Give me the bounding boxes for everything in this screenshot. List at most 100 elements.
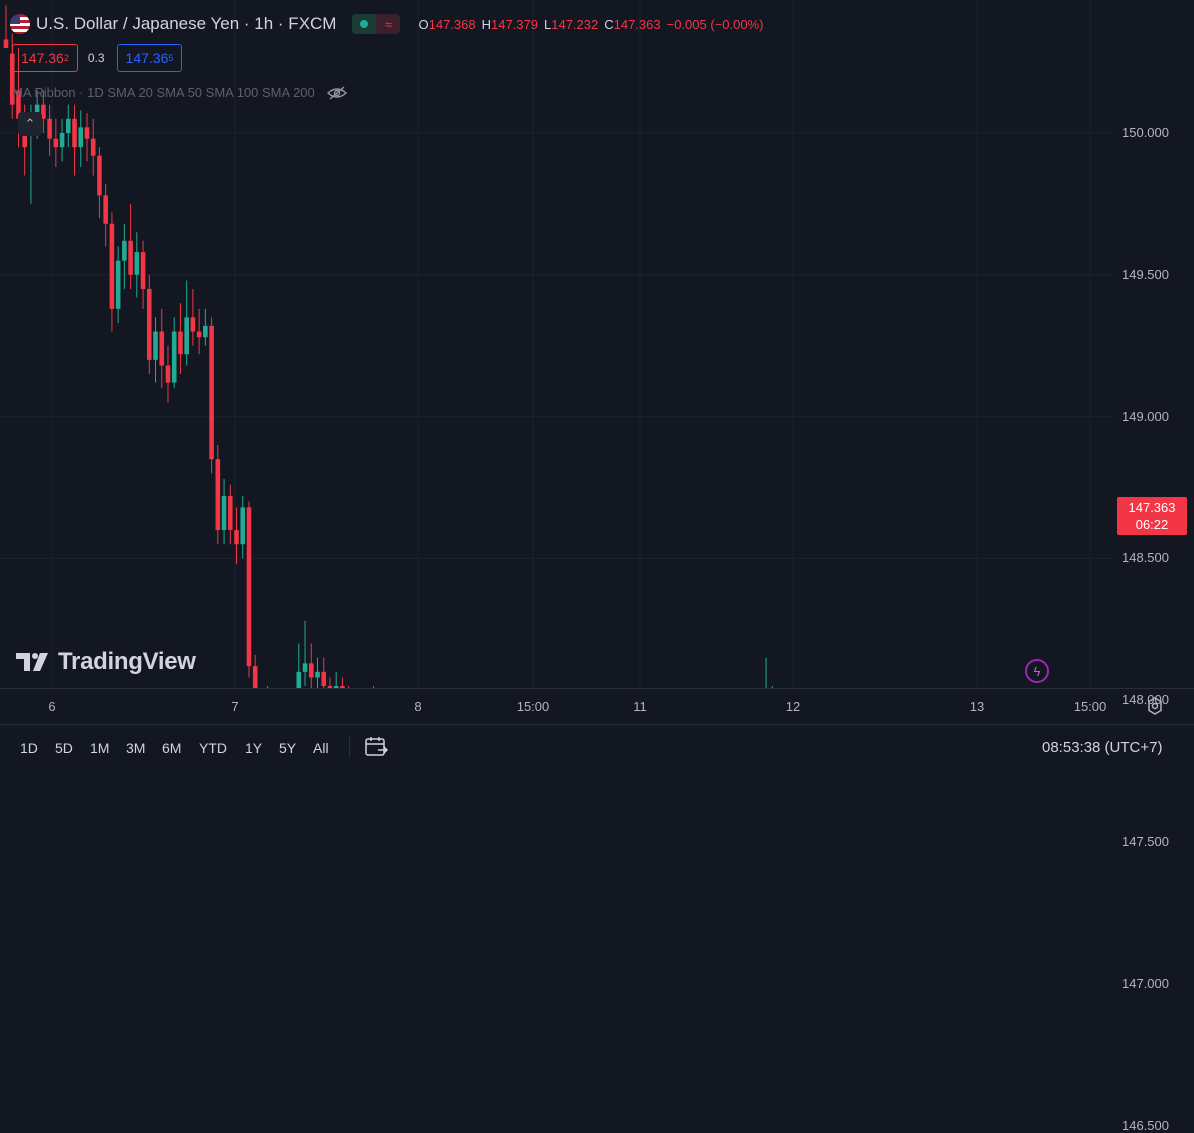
candle-body [252, 666, 258, 688]
lightning-icon[interactable]: ϟ [1025, 659, 1049, 683]
candle-body [159, 331, 165, 366]
candle [196, 308, 202, 355]
collapse-legend-button[interactable]: ⌃ [18, 112, 42, 136]
candle-body [47, 118, 52, 139]
candle [190, 288, 196, 346]
candle [252, 654, 258, 688]
clock-timezone[interactable]: 08:53:38 (UTC+7) [1042, 739, 1163, 756]
candle-body [3, 39, 9, 48]
ohlc-values: O147.368 H147.379 L147.232 C147.363 −0.0… [418, 17, 763, 32]
y-tick-label: 148.500 [1122, 550, 1169, 566]
candle-body [72, 118, 77, 148]
candle-body [146, 288, 152, 360]
time-axis[interactable]: 6 7 8 15:00 11 12 13 15:00 [0, 688, 1194, 725]
candle-body [140, 252, 146, 289]
candle-body [240, 507, 246, 545]
candle-body [122, 240, 127, 261]
timeframe-button[interactable]: 1Y [245, 740, 263, 756]
candle [53, 118, 59, 168]
candle [109, 212, 115, 332]
candle [246, 501, 252, 678]
change-value: −0.005 (−0.00%) [666, 16, 764, 32]
candle-body [34, 104, 40, 119]
candle-body [128, 240, 133, 275]
toolbar-divider [349, 736, 350, 758]
x-tick-label: 15:00 [1073, 699, 1107, 714]
candle [315, 657, 320, 688]
open-label: O [418, 16, 429, 32]
timeframe-button[interactable]: 1D [20, 740, 38, 756]
candle-body [333, 686, 339, 688]
timeframe-button[interactable]: 5Y [279, 740, 297, 756]
market-status[interactable]: ≈ [352, 14, 401, 34]
candle [184, 280, 189, 366]
timeframe-button[interactable]: YTD [199, 740, 227, 756]
candle [41, 90, 46, 133]
candle-body [296, 671, 302, 688]
eye-hidden-icon[interactable] [326, 85, 347, 100]
candle [296, 643, 302, 688]
y-tick-label: 149.500 [1122, 266, 1169, 282]
x-tick-label: 12 [785, 699, 801, 714]
low-label: L [544, 16, 552, 32]
candle [209, 317, 214, 474]
candle [227, 484, 233, 545]
candle [171, 317, 177, 389]
timeframe-button[interactable]: All [313, 740, 329, 756]
buy-button[interactable]: 147.36 5 [116, 44, 183, 72]
candle [302, 620, 308, 687]
x-tick-label: 6 [48, 699, 56, 714]
candle-body [321, 671, 327, 687]
candle [3, 5, 9, 48]
candle [178, 303, 183, 375]
candle [90, 118, 96, 176]
price-scale[interactable]: 150.500150.000149.500149.000148.500148.0… [1114, 0, 1194, 1133]
y-tick-label: 150.000 [1122, 125, 1169, 140]
candle-body [165, 365, 171, 383]
candle [47, 104, 52, 156]
candle-body [53, 138, 59, 148]
candle [221, 478, 227, 545]
candle [72, 104, 77, 176]
candle-body [308, 663, 314, 678]
candle-body [209, 325, 214, 460]
indicator-legend[interactable]: MA Ribbon · 1D SMA 20 SMA 50 SMA 100 SMA… [12, 85, 347, 100]
wave-icon[interactable]: ≈ [376, 14, 401, 34]
us-flag-icon [10, 14, 30, 34]
chart-plot-area[interactable] [0, 0, 1114, 688]
tradingview-logo[interactable]: TradingView [16, 648, 196, 676]
sell-price: 147.36 [21, 50, 64, 66]
calendar-range-icon[interactable] [364, 735, 388, 759]
spread-value: 0.3 [87, 51, 105, 65]
sell-button[interactable]: 147.36 2 [12, 44, 78, 72]
timeframe-button[interactable]: 1M [90, 740, 110, 756]
candle-body [171, 331, 177, 383]
candle [765, 657, 767, 688]
candle [59, 118, 65, 162]
timeframe-button[interactable]: 6M [162, 740, 182, 756]
candle-body [78, 127, 84, 148]
timeframe-button[interactable]: 5D [55, 740, 73, 756]
candle [134, 232, 140, 298]
candle-body [246, 507, 252, 667]
market-open-dot-icon[interactable] [352, 14, 377, 34]
settings-gear-icon[interactable] [1145, 696, 1165, 716]
candle [215, 444, 221, 545]
y-tick-label: 146.500 [1122, 1117, 1169, 1133]
candle [84, 113, 90, 162]
candle-body [41, 104, 46, 119]
candle-body [66, 118, 71, 133]
open-value: 147.368 [428, 16, 476, 32]
candle [159, 308, 165, 389]
symbol-title[interactable]: U.S. Dollar / Japanese Yen · 1h · FXCM [36, 14, 337, 33]
candle-body [227, 496, 233, 531]
timeframe-button[interactable]: 3M [126, 740, 146, 756]
bottom-toolbar: 1D 5D 1M 3M 6M YTD 1Y 5Y All [0, 724, 1194, 771]
candle-body [196, 331, 202, 338]
candle-body [215, 459, 221, 531]
candle-body [190, 317, 196, 332]
y-tick-label: 147.000 [1122, 975, 1169, 991]
candle-body [178, 331, 183, 355]
candle [327, 677, 333, 688]
candlestick-chart[interactable] [0, 0, 1114, 688]
